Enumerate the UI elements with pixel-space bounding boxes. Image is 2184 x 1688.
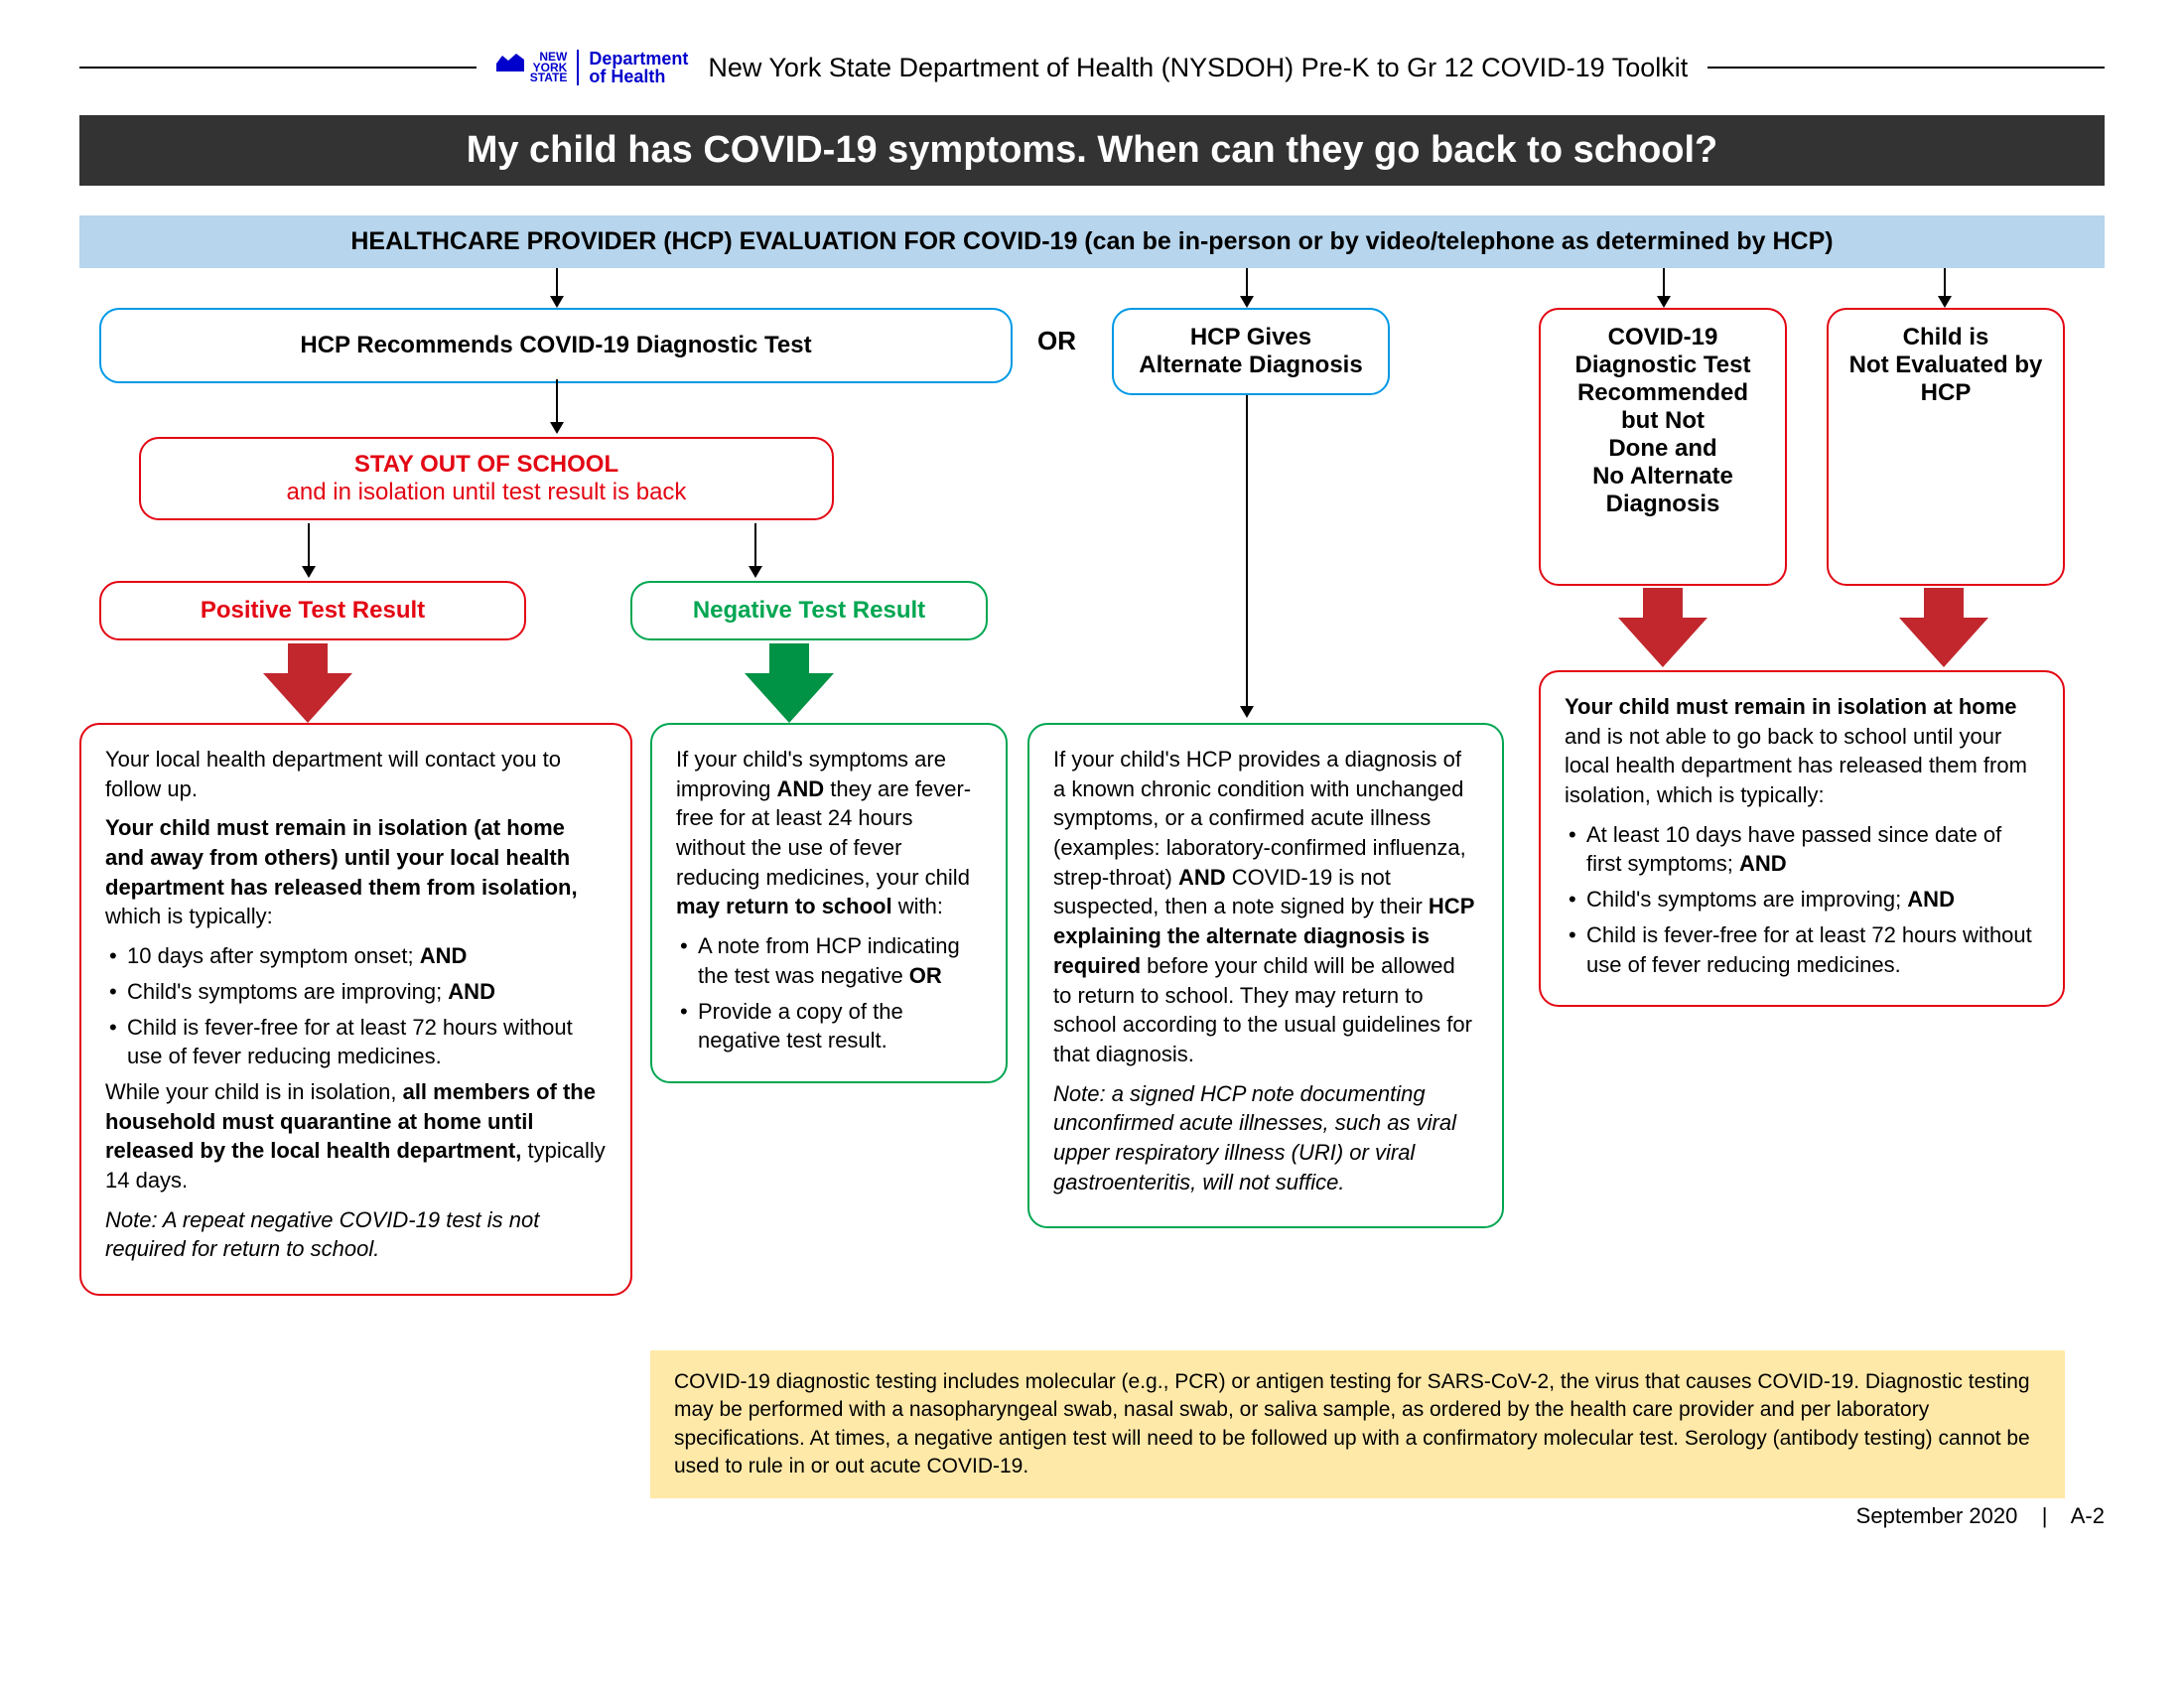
box-positive: Positive Test Result: [99, 581, 526, 640]
logo-block: NEW YORK STATE Department of Health: [496, 50, 689, 85]
detail-text: While your child is in isolation, all me…: [105, 1077, 607, 1196]
box-not-evaluated: Child is Not Evaluated by HCP: [1827, 308, 2065, 586]
box-alt-diagnosis: HCP Gives Alternate Diagnosis: [1112, 308, 1390, 395]
list-item: At least 10 days have passed since date …: [1565, 820, 2039, 879]
big-arrow-red-icon: [263, 643, 352, 723]
arrow-head-icon: [550, 296, 564, 308]
footer: September 2020 | A-2: [1856, 1503, 2105, 1529]
doh-text: Department of Health: [589, 50, 688, 85]
footer-page: A-2: [2071, 1503, 2105, 1528]
list-item: Provide a copy of the negative test resu…: [676, 997, 982, 1055]
big-arrow-red-icon: [1618, 588, 1707, 667]
arrow-line: [1944, 268, 1946, 298]
arrow-head-icon: [1938, 296, 1952, 308]
arrow-line: [754, 523, 756, 568]
list-item: Child is fever-free for at least 72 hour…: [105, 1013, 607, 1071]
list-item: Child is fever-free for at least 72 hour…: [1565, 920, 2039, 979]
list-item: A note from HCP indicating the test was …: [676, 931, 982, 990]
detail-note: Note: A repeat negative COVID-19 test is…: [105, 1205, 607, 1264]
arrow-head-icon: [749, 566, 762, 578]
list-item: 10 days after symptom onset; AND: [105, 941, 607, 971]
stay-out-line1: STAY OUT OF SCHOOL: [161, 451, 812, 479]
box-recommend-test: HCP Recommends COVID-19 Diagnostic Test: [99, 308, 1013, 383]
arrow-line: [1663, 268, 1665, 298]
detail-note: Note: a signed HCP note documenting unco…: [1053, 1079, 1478, 1197]
arrow-head-icon: [1657, 296, 1671, 308]
detail-negative: If your child's symptoms are improving A…: [650, 723, 1008, 1083]
big-arrow-red-icon: [1899, 588, 1988, 667]
logo-divider: [577, 50, 579, 85]
arrow-head-icon: [1240, 706, 1254, 718]
box-negative: Negative Test Result: [630, 581, 988, 640]
detail-alt-diagnosis: If your child's HCP provides a diagnosis…: [1027, 723, 1504, 1228]
big-arrow-green-icon: [745, 643, 834, 723]
stay-out-line2: and in isolation until test result is ba…: [161, 479, 812, 506]
arrow-head-icon: [302, 566, 316, 578]
arrow-head-icon: [550, 422, 564, 434]
footnote: COVID-19 diagnostic testing includes mol…: [650, 1350, 2065, 1498]
arrow-line: [1246, 268, 1248, 298]
detail-text: If your child's symptoms are improving A…: [676, 745, 982, 921]
list-item: Child's symptoms are improving; AND: [1565, 885, 2039, 914]
header: NEW YORK STATE Department of Health New …: [79, 50, 2105, 85]
arrow-line: [308, 523, 310, 568]
detail-text: Your local health department will contac…: [105, 745, 607, 803]
list-item: Child's symptoms are improving; AND: [105, 977, 607, 1007]
hcp-bar: HEALTHCARE PROVIDER (HCP) EVALUATION FOR…: [79, 215, 2105, 268]
title-bar: My child has COVID-19 symptoms. When can…: [79, 115, 2105, 186]
arrow-line: [556, 379, 558, 424]
nys-icon: [496, 52, 524, 71]
arrow-line: [556, 268, 558, 298]
nys-logo: NEW YORK STATE: [496, 52, 568, 83]
or-label: OR: [1037, 326, 1076, 356]
arrow-head-icon: [1240, 296, 1254, 308]
footer-date: September 2020: [1856, 1503, 2018, 1528]
box-test-not-done: COVID-19 Diagnostic Test Recommended but…: [1539, 308, 1787, 586]
flowchart: HCP Recommends COVID-19 Diagnostic Test …: [79, 268, 2105, 1559]
arrow-line: [1246, 395, 1248, 708]
detail-text: Your child must remain in isolation at h…: [1565, 692, 2039, 810]
detail-text: Your child must remain in isolation (at …: [105, 813, 607, 931]
nys-text: NEW YORK STATE: [530, 52, 568, 83]
detail-positive: Your local health department will contac…: [79, 723, 632, 1296]
page-title: New York State Department of Health (NYS…: [708, 53, 1688, 83]
detail-isolation: Your child must remain in isolation at h…: [1539, 670, 2065, 1007]
detail-text: If your child's HCP provides a diagnosis…: [1053, 745, 1478, 1069]
box-stay-out: STAY OUT OF SCHOOL and in isolation unti…: [139, 437, 834, 520]
